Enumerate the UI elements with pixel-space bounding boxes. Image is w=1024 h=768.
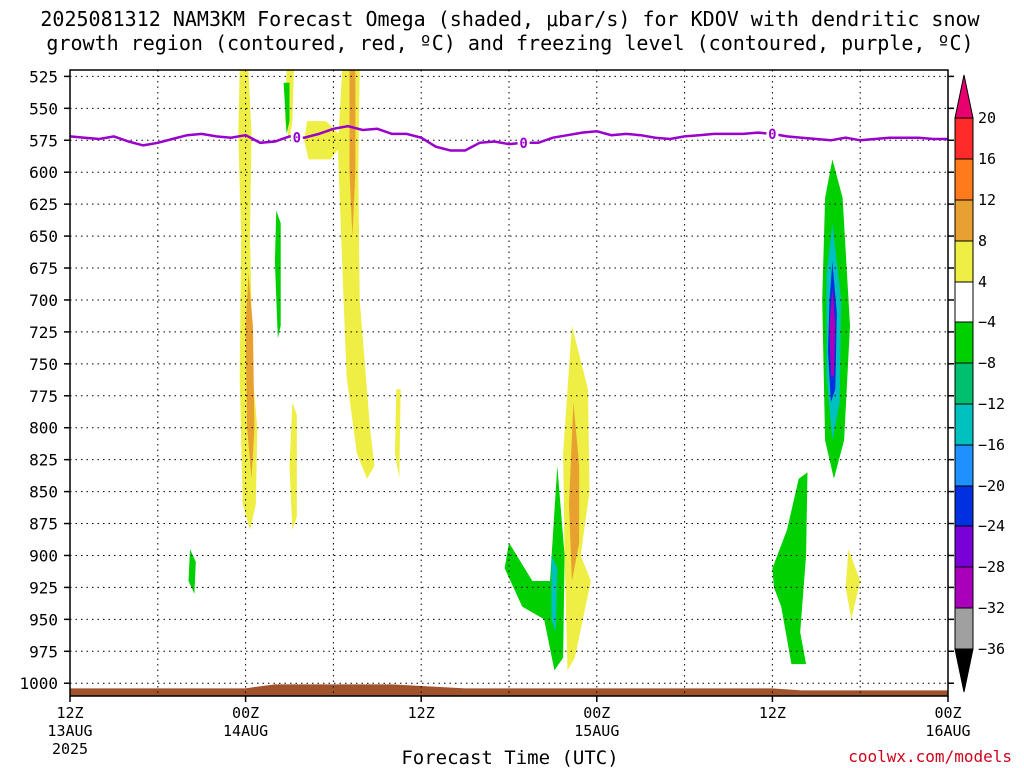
y-tick-label-575: 575 xyxy=(29,131,58,150)
freezing-level-label-2: 0 xyxy=(768,127,776,143)
colorbar-label-12: −32 xyxy=(978,599,1005,617)
x-tick-label-3: 00Z xyxy=(583,704,610,722)
omega-shading xyxy=(188,70,861,671)
colorbar-label-6: −8 xyxy=(978,354,996,372)
freezing-level-label-1: 0 xyxy=(519,136,527,152)
omega-region-9 xyxy=(569,402,580,581)
freezing-label-bg-0 xyxy=(290,129,303,145)
x-tick-date-3: 15AUG xyxy=(574,722,619,740)
x-tick-date-1: 14AUG xyxy=(223,722,268,740)
colorbar-bottom-arrow xyxy=(954,648,974,693)
x-tick-label-0: 12Z xyxy=(56,704,83,722)
colorbar-box-6 xyxy=(954,362,974,405)
credit-text: coolwx.com/models xyxy=(848,747,1012,766)
plot-frame xyxy=(69,69,949,697)
y-tick-label-675: 675 xyxy=(29,259,58,278)
colorbar-box-7 xyxy=(954,403,974,446)
y-axis-ticks: 525 550 575 600 625 650 675 700 725 750 775 800 825 8… xyxy=(19,67,954,693)
x-tick-label-5: 00Z xyxy=(934,704,961,722)
omega-region-6 xyxy=(289,402,297,530)
omega-region-4 xyxy=(337,70,375,479)
freezing-label-bg-2 xyxy=(766,125,779,141)
ground-fill xyxy=(70,684,948,696)
colorbar-label-10: −24 xyxy=(978,517,1005,535)
y-tick-label-750: 750 xyxy=(29,355,58,374)
omega-region-5 xyxy=(349,70,356,237)
y-tick-label-700: 700 xyxy=(29,291,58,310)
y-tick-label-775: 775 xyxy=(29,387,58,406)
colorbar-label-7: −12 xyxy=(978,395,1005,413)
colorbar-label-8: −16 xyxy=(978,436,1005,454)
colorbar-box-10 xyxy=(954,525,974,568)
y-tick-label-650: 650 xyxy=(29,227,58,246)
chart-title-line-1: 2025081312 NAM3KM Forecast Omega (shaded… xyxy=(40,7,980,31)
omega-region-20 xyxy=(829,287,836,377)
y-tick-label-825: 825 xyxy=(29,451,58,470)
freezing-level-line xyxy=(70,124,948,152)
omega-region-15 xyxy=(551,555,558,633)
omega-region-7 xyxy=(394,389,401,479)
colorbar-box-4 xyxy=(954,281,974,324)
colorbar-box-12 xyxy=(954,607,974,650)
x-tick-label-2: 12Z xyxy=(408,704,435,722)
y-tick-label-975: 975 xyxy=(29,642,58,661)
colorbar-label-2: 12 xyxy=(978,191,996,209)
omega-region-11 xyxy=(188,549,196,594)
colorbar-label-13: −36 xyxy=(978,640,1005,658)
y-tick-label-550: 550 xyxy=(29,99,58,118)
colorbar-box-0 xyxy=(954,117,974,160)
x-tick-date-5: 16AUG xyxy=(925,722,970,740)
ground-surface xyxy=(70,684,948,696)
colorbar-box-1 xyxy=(954,158,974,201)
omega-region-3 xyxy=(304,121,346,160)
x-tick-label-1: 00Z xyxy=(232,704,259,722)
colorbar-label-11: −28 xyxy=(978,558,1005,576)
omega-region-13 xyxy=(274,210,281,339)
freezing-label-bg-1 xyxy=(517,134,530,150)
colorbar-label-4: 4 xyxy=(978,273,987,291)
x-tick-label-4: 12Z xyxy=(759,704,786,722)
omega-region-12 xyxy=(283,82,290,134)
y-tick-label-725: 725 xyxy=(29,323,58,342)
omega-region-10 xyxy=(845,549,861,620)
y-tick-label-925: 925 xyxy=(29,578,58,597)
colorbar-box-5 xyxy=(954,321,974,364)
x-tick-date-0: 13AUG xyxy=(47,722,92,740)
y-tick-label-525: 525 xyxy=(29,67,58,86)
y-tick-label-800: 800 xyxy=(29,419,58,438)
colorbar-box-2 xyxy=(954,199,974,242)
colorbar-label-9: −20 xyxy=(978,477,1005,495)
colorbar: 20 16 12 8 4 −4 −8 −12 −16 −20 −24 −28 −32 −36 xyxy=(954,74,1005,693)
omega-region-16 xyxy=(772,472,808,665)
y-tick-label-625: 625 xyxy=(29,195,58,214)
freezing-level-contour: 0 0 0 xyxy=(70,124,948,152)
chart-title-line-2: growth region (contoured, red, ºC) and f… xyxy=(46,31,973,55)
colorbar-box-8 xyxy=(954,444,974,487)
x-axis-label: Forecast Time (UTC) xyxy=(401,747,618,768)
colorbar-label-3: 8 xyxy=(978,232,987,250)
grid-lines xyxy=(70,70,948,696)
colorbar-label-0: 20 xyxy=(978,109,996,127)
colorbar-label-1: 16 xyxy=(978,150,996,168)
y-tick-label-600: 600 xyxy=(29,163,58,182)
x-tick-year-0: 2025 xyxy=(52,740,88,758)
colorbar-box-9 xyxy=(954,485,974,528)
freezing-level-label-0: 0 xyxy=(293,131,301,147)
colorbar-box-11 xyxy=(954,566,974,609)
y-tick-label-900: 900 xyxy=(29,546,58,565)
colorbar-label-5: −4 xyxy=(978,313,996,331)
colorbar-box-3 xyxy=(954,240,974,283)
y-tick-label-950: 950 xyxy=(29,610,58,629)
y-tick-label-875: 875 xyxy=(29,515,58,534)
y-tick-label-850: 850 xyxy=(29,483,58,502)
y-tick-label-1000: 1000 xyxy=(19,674,58,693)
colorbar-top-arrow xyxy=(954,74,974,119)
